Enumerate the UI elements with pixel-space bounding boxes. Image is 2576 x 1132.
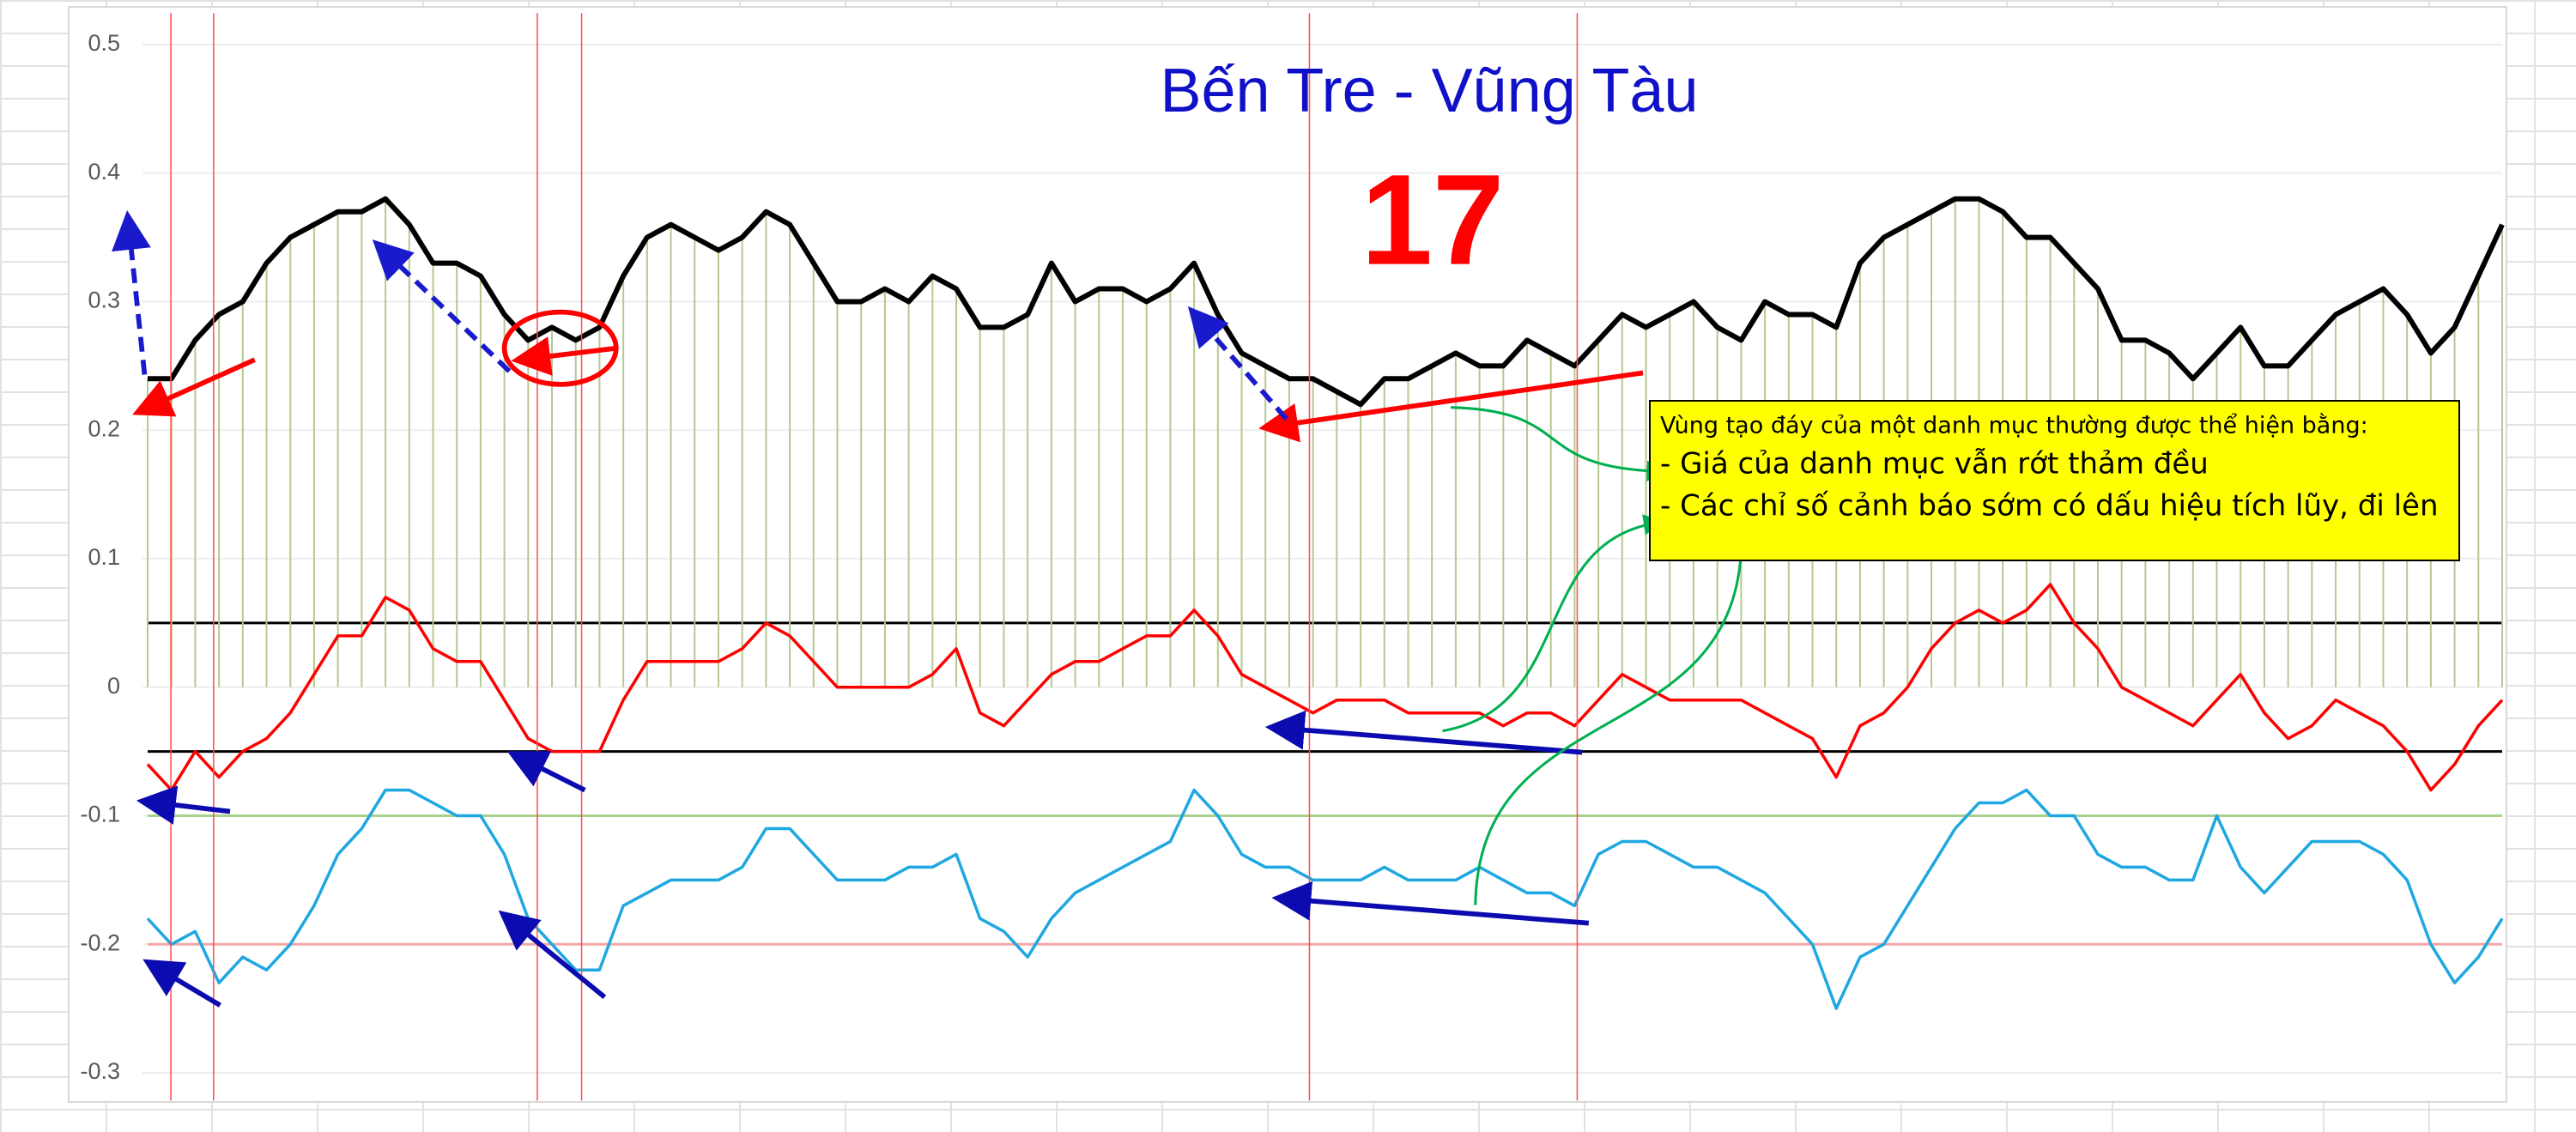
y-tick-label: -0.2 <box>80 929 120 955</box>
big-number: 17 <box>1361 148 1505 292</box>
y-tick-label: 0.2 <box>88 415 120 441</box>
dashed-arrows <box>112 210 1288 421</box>
chart-title: Bến Tre - Vũng Tàu <box>1160 57 1698 125</box>
note-line: - Các chỉ số cảnh báo sớm có dấu hiệu tí… <box>1660 489 2439 524</box>
y-tick-label: 0 <box>107 673 120 699</box>
y-tick-label: 0.4 <box>88 159 120 185</box>
series-line <box>146 583 2504 792</box>
note-line: - Giá của danh mục vẫn rớt thảm đều <box>1660 447 2209 481</box>
y-tick-label: 0.1 <box>88 544 120 570</box>
y-tick-label: 0.3 <box>88 288 120 313</box>
y-tick-label: -0.1 <box>80 802 120 827</box>
note-line: Vùng tạo đáy của một danh mục thường đượ… <box>1660 413 2368 439</box>
note-box: Vùng tạo đáy của một danh mục thường đượ… <box>1649 400 2460 561</box>
navy-arrows <box>136 710 1590 1008</box>
note-background <box>1649 400 2460 561</box>
green-curves <box>1442 406 1753 905</box>
series-line <box>148 196 2505 408</box>
y-tick-label: 0.5 <box>88 30 120 56</box>
y-tick-label: -0.3 <box>80 1058 120 1084</box>
red-arrows <box>132 309 1644 443</box>
annotations <box>112 13 1753 1101</box>
